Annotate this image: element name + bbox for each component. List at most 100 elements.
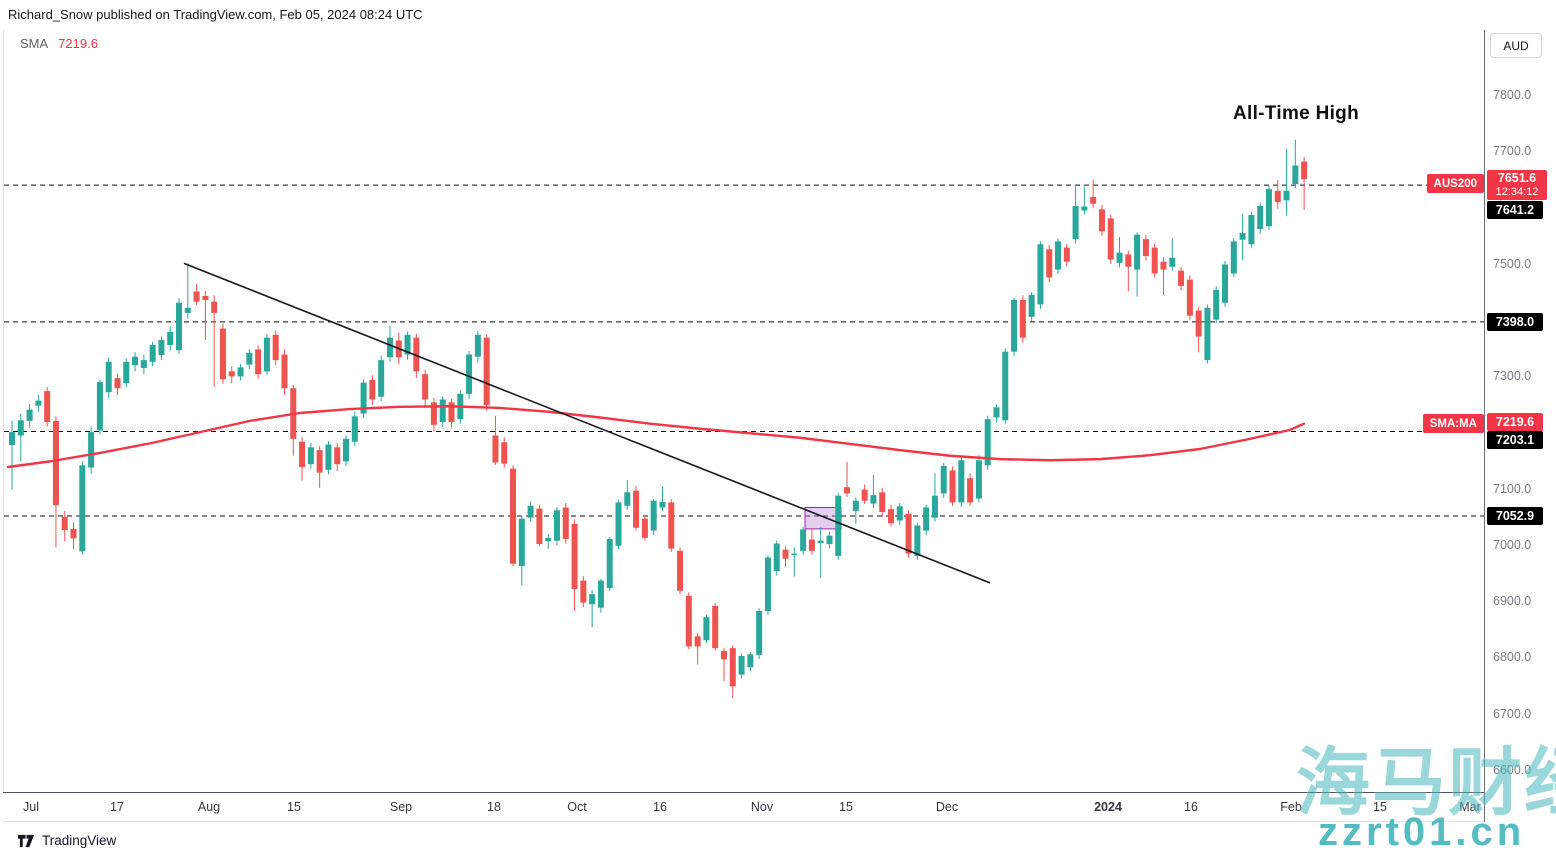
time-tick: 16 — [653, 800, 667, 814]
candle-body — [817, 540, 824, 543]
candle-body — [1178, 270, 1185, 286]
tradingview-brand[interactable]: TradingView — [42, 833, 117, 848]
candle-body — [1125, 254, 1132, 267]
candle-body — [747, 654, 754, 668]
candle-body — [343, 438, 350, 462]
candle-body — [290, 388, 297, 439]
candle-body — [1116, 252, 1123, 263]
candle-body — [1011, 299, 1018, 352]
time-tick: 15 — [1373, 800, 1387, 814]
candle-body — [905, 513, 912, 554]
candle-body — [800, 529, 807, 551]
candle-body — [835, 495, 842, 556]
current-price-countdown: 12:34:12 — [1495, 186, 1539, 198]
currency-button[interactable]: AUD — [1490, 33, 1542, 58]
candle-body — [360, 382, 367, 414]
candle-body — [1046, 249, 1053, 278]
candle-body — [826, 535, 833, 545]
candle-body — [404, 334, 411, 355]
candle-body — [44, 391, 51, 422]
current-price-value: 7651.6 — [1497, 171, 1537, 185]
candle-body — [703, 617, 710, 641]
candle-body — [237, 367, 244, 377]
candle-body — [975, 460, 982, 499]
candle-body — [791, 553, 798, 555]
time-tick: 17 — [110, 800, 124, 814]
candle-body — [228, 371, 235, 377]
indicator-value: 7219.6 — [58, 36, 98, 51]
candle-body — [615, 502, 622, 546]
candle-body — [764, 557, 771, 611]
candle-body — [132, 356, 139, 366]
candle-body — [246, 352, 253, 365]
candle-body — [624, 492, 631, 506]
price-line-label: 7641.2 — [1487, 201, 1543, 219]
candle-body — [61, 517, 68, 530]
candle-body — [448, 402, 455, 422]
candle-body — [641, 518, 648, 538]
candle-body — [659, 501, 666, 508]
candle-body — [466, 354, 473, 394]
time-tick: 18 — [487, 800, 501, 814]
candle-body — [949, 470, 956, 503]
tradingview-logo-icon[interactable] — [18, 832, 35, 849]
time-axis[interactable]: Jul 17 Aug 15 Sep 18 Oct 16 Nov 15 Dec 2024 16 Feb 15 M… — [3, 792, 1484, 822]
candle-body — [202, 296, 209, 300]
candle-body — [782, 549, 789, 559]
candle-body — [589, 594, 596, 605]
candle-body — [211, 301, 218, 313]
candle-body — [378, 360, 385, 397]
candle-body — [685, 595, 692, 647]
time-tick: Sep — [389, 800, 413, 814]
candle-body — [1019, 299, 1026, 338]
candle-body — [1265, 189, 1272, 227]
plot-border — [3, 30, 1484, 792]
candle-body — [756, 611, 763, 655]
candle-body — [307, 447, 314, 465]
sma-line — [6, 405, 1306, 469]
candle-body — [668, 502, 675, 549]
candle-body — [105, 361, 112, 393]
candle-body — [536, 508, 543, 545]
time-tick: Mar — [1459, 800, 1481, 814]
candle-body — [677, 550, 684, 591]
candle-body — [474, 334, 481, 357]
candle-body — [808, 539, 815, 551]
time-tick: 15 — [287, 800, 301, 814]
price-tick: 7000.0 — [1493, 537, 1532, 552]
price-tick: 7800.0 — [1493, 87, 1532, 102]
candle-body — [1274, 190, 1281, 203]
candle-body — [140, 360, 147, 368]
candle-body — [580, 580, 587, 603]
publish-info: Richard_Snow published on TradingView.co… — [8, 7, 423, 22]
candle-body — [149, 344, 156, 362]
indicator-legend[interactable]: SMA 7219.6 — [20, 36, 98, 51]
candle-body — [1063, 247, 1070, 262]
candle-body — [219, 328, 226, 380]
candle-body — [88, 432, 95, 468]
price-tick: 6600.0 — [1493, 762, 1532, 777]
candle-body — [351, 416, 358, 442]
price-line-label: 7203.1 — [1487, 431, 1543, 449]
price-tick: 7700.0 — [1493, 144, 1532, 158]
candle-body — [395, 340, 402, 358]
trendline — [183, 262, 991, 584]
candle-body — [984, 419, 991, 466]
candle-body — [1301, 161, 1308, 180]
candle-body — [158, 339, 165, 356]
candle-body — [1204, 307, 1211, 361]
time-tick: Oct — [567, 800, 587, 814]
candle-body — [123, 361, 130, 384]
candle-body — [1239, 233, 1246, 240]
price-tick: 6700.0 — [1493, 706, 1532, 721]
candle-body — [606, 539, 613, 588]
candle-body — [193, 291, 200, 302]
candle-body — [861, 489, 868, 501]
candle-body — [940, 465, 947, 494]
candle-body — [1186, 279, 1193, 316]
price-axis[interactable]: AUD 7800.0 7700.0 7500.0 7300.0 7100.0 7000.0… — [1484, 30, 1556, 822]
candle-body — [70, 528, 77, 539]
candle-body — [281, 354, 288, 389]
candle-body — [483, 337, 490, 406]
